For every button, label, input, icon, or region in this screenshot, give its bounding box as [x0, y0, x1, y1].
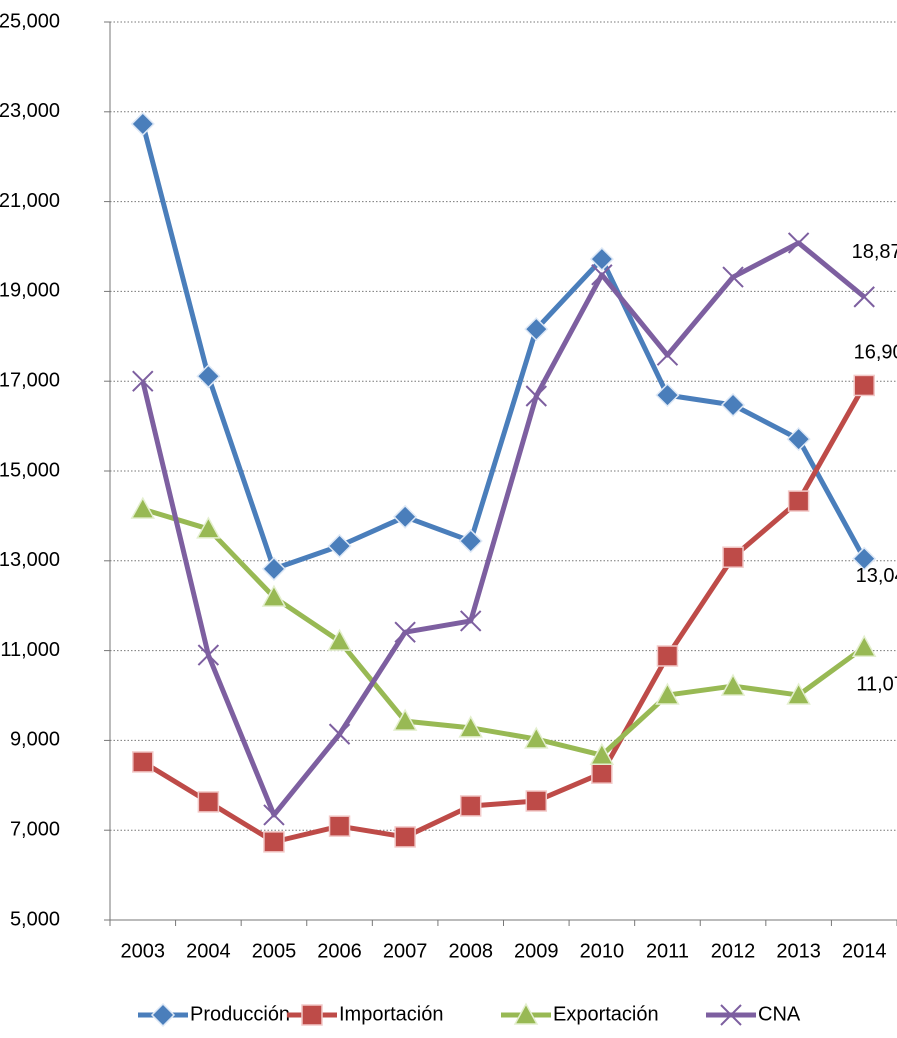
series [130, 111, 877, 581]
marker [196, 516, 221, 539]
marker [787, 232, 810, 254]
series-line [140, 240, 866, 818]
marker [197, 791, 220, 813]
marker [852, 546, 877, 571]
legend-label: CNA [758, 1003, 801, 1025]
marker [851, 634, 877, 657]
marker [394, 826, 416, 848]
marker [722, 546, 744, 568]
marker [722, 266, 744, 288]
marker [458, 528, 483, 554]
x-tick-label: 2009 [514, 940, 559, 962]
series-line [142, 506, 866, 758]
marker [328, 723, 351, 745]
y-tick-label: 7,000 [10, 818, 60, 840]
x-tick-label: 2014 [842, 940, 887, 962]
marker [589, 247, 614, 272]
marker [132, 751, 154, 773]
marker [513, 1002, 539, 1025]
marker [525, 385, 547, 407]
marker [720, 673, 746, 696]
marker [591, 264, 613, 286]
data-label: 18,878 [852, 241, 897, 263]
marker [524, 726, 549, 749]
marker [393, 504, 418, 529]
marker [460, 610, 482, 632]
data-label: 13,047 [856, 565, 897, 587]
marker [853, 286, 875, 308]
y-tick-label: 11,000 [0, 639, 60, 661]
y-tick-label: 19,000 [0, 280, 60, 302]
y-tick-label: 5,000 [10, 908, 60, 930]
marker [301, 1004, 323, 1026]
x-tick-label: 2003 [121, 940, 166, 962]
x-tick-label: 2007 [383, 940, 428, 962]
marker [655, 383, 680, 408]
y-tick-label: 15,000 [0, 459, 60, 481]
marker [197, 644, 220, 666]
y-tick-label: 13,000 [0, 549, 60, 571]
marker [720, 392, 746, 418]
x-tick-label: 2010 [580, 940, 625, 962]
x-tick-label: 2005 [252, 940, 297, 962]
marker [261, 584, 287, 607]
marker [130, 496, 156, 519]
marker [720, 1004, 742, 1026]
marker [459, 795, 482, 817]
y-tick-label: 17,000 [0, 369, 60, 391]
marker [327, 533, 352, 559]
x-tick-label: 2011 [646, 940, 689, 962]
x-tick-label: 2006 [317, 940, 362, 962]
marker [130, 111, 155, 136]
x-tick-label: 2012 [711, 940, 756, 962]
marker [196, 364, 221, 389]
series [132, 232, 875, 826]
marker [263, 804, 285, 826]
marker [458, 715, 483, 738]
y-tick-label: 25,000 [0, 10, 60, 32]
x-tick-label: 2004 [186, 940, 231, 962]
marker [525, 790, 548, 812]
legend-label: Producción [190, 1003, 290, 1025]
data-label: 16,906 [854, 342, 897, 364]
series-line [140, 123, 867, 572]
marker [787, 490, 810, 512]
y-tick-label: 21,000 [0, 190, 60, 212]
marker [261, 556, 287, 581]
marker [656, 645, 679, 667]
series-line [141, 384, 867, 845]
marker [786, 682, 811, 705]
marker [786, 427, 811, 452]
legend-label: Importación [339, 1003, 444, 1025]
marker [853, 374, 875, 397]
data-label: 11,075 [856, 674, 897, 696]
y-tick-label: 23,000 [0, 100, 60, 122]
marker [132, 370, 154, 392]
x-tick-label: 2013 [776, 940, 821, 962]
marker [327, 628, 352, 651]
series [130, 496, 877, 765]
marker [150, 1002, 176, 1028]
marker [591, 762, 613, 784]
x-tick-label: 2008 [448, 940, 493, 962]
marker [263, 831, 285, 853]
series [132, 374, 875, 853]
marker [589, 742, 615, 765]
marker [328, 815, 351, 837]
y-tick-label: 9,000 [10, 729, 60, 751]
marker [656, 344, 679, 366]
legend-label: Exportación [553, 1003, 659, 1025]
marker [524, 317, 549, 342]
marker [394, 621, 416, 643]
marker [392, 708, 418, 731]
marker [655, 682, 680, 705]
